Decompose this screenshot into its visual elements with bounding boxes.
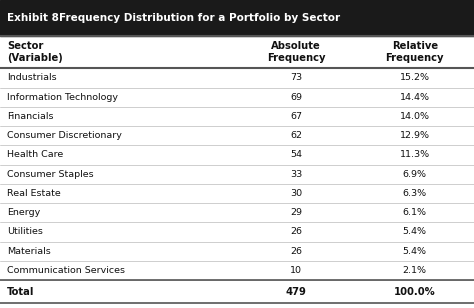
- Text: 33: 33: [290, 170, 302, 179]
- Text: 29: 29: [290, 208, 302, 217]
- Text: 10: 10: [290, 266, 302, 275]
- Text: Utilities: Utilities: [7, 227, 43, 237]
- Text: Materials: Materials: [7, 247, 51, 256]
- Text: Industrials: Industrials: [7, 73, 57, 83]
- Text: Sector
(Variable): Sector (Variable): [7, 41, 63, 63]
- Text: 30: 30: [290, 189, 302, 198]
- Text: 6.3%: 6.3%: [403, 189, 427, 198]
- Text: Exhibit 8: Exhibit 8: [7, 13, 59, 23]
- Text: Relative
Frequency: Relative Frequency: [385, 41, 444, 63]
- Text: 100.0%: 100.0%: [394, 287, 436, 297]
- Text: 5.4%: 5.4%: [403, 247, 427, 256]
- Text: 11.3%: 11.3%: [400, 150, 430, 160]
- Text: 12.9%: 12.9%: [400, 131, 430, 140]
- Text: 54: 54: [290, 150, 302, 160]
- Text: Consumer Staples: Consumer Staples: [7, 170, 94, 179]
- Bar: [0, 0, 474, 36]
- Text: Frequency Distribution for a Portfolio by Sector: Frequency Distribution for a Portfolio b…: [59, 13, 340, 23]
- Text: Absolute
Frequency: Absolute Frequency: [267, 41, 326, 63]
- Text: 6.1%: 6.1%: [403, 208, 427, 217]
- Text: 15.2%: 15.2%: [400, 73, 430, 83]
- Text: 26: 26: [290, 247, 302, 256]
- Text: Consumer Discretionary: Consumer Discretionary: [7, 131, 122, 140]
- Text: Total: Total: [7, 287, 35, 297]
- Text: 14.0%: 14.0%: [400, 112, 430, 121]
- Text: 73: 73: [290, 73, 302, 83]
- Text: 6.9%: 6.9%: [403, 170, 427, 179]
- Text: Real Estate: Real Estate: [7, 189, 61, 198]
- Text: 69: 69: [290, 93, 302, 102]
- Text: 26: 26: [290, 227, 302, 237]
- Text: 67: 67: [290, 112, 302, 121]
- Text: 5.4%: 5.4%: [403, 227, 427, 237]
- Text: Financials: Financials: [7, 112, 54, 121]
- Text: Health Care: Health Care: [7, 150, 64, 160]
- Text: Information Technology: Information Technology: [7, 93, 118, 102]
- Text: 62: 62: [290, 131, 302, 140]
- Text: 2.1%: 2.1%: [403, 266, 427, 275]
- Text: 14.4%: 14.4%: [400, 93, 430, 102]
- Text: Energy: Energy: [7, 208, 40, 217]
- Text: 479: 479: [286, 287, 307, 297]
- Text: Communication Services: Communication Services: [7, 266, 125, 275]
